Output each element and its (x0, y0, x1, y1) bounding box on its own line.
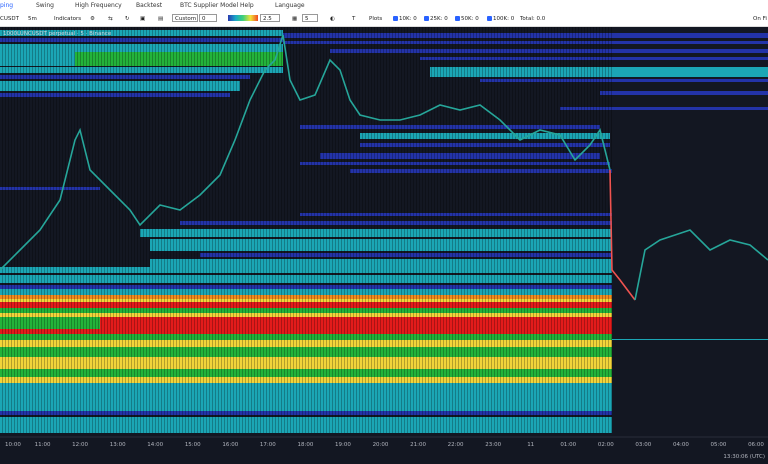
icon[interactable]: ▣ (140, 16, 146, 22)
time-label: 15:00 (185, 442, 201, 448)
time-label: 03:00 (635, 442, 651, 448)
time-label: 01:00 (560, 442, 576, 448)
menu-item[interactable]: Language (275, 2, 305, 9)
menu-item[interactable]: Help (240, 2, 254, 9)
scale-input[interactable]: 2.5 (260, 14, 280, 22)
time-label: 10:00 (5, 442, 21, 448)
menu-item[interactable]: BTC Supplier Model (180, 2, 239, 9)
clock: 13:30:06 (UTC) (723, 454, 765, 460)
filter[interactable]: 50K: 0 (461, 16, 479, 22)
time-label: 21:00 (410, 442, 426, 448)
time-label: 11 (527, 442, 534, 448)
filter[interactable]: 100K: 0 (493, 16, 515, 22)
time-label: 17:00 (260, 442, 276, 448)
time-label: 04:00 (673, 442, 689, 448)
menu-item[interactable]: High Frequency (75, 2, 122, 9)
time-label: 23:00 (485, 442, 501, 448)
checkbox[interactable] (424, 16, 429, 21)
time-label: 12:00 (72, 442, 88, 448)
time-label: 06:00 (748, 442, 764, 448)
right-label[interactable]: On Fi (753, 16, 767, 22)
icon[interactable]: ⚙ (90, 16, 95, 22)
icon: ▦ (292, 16, 298, 22)
time-axis: 10:00 11:00 12:00 13:00 14:00 15:00 16:00 17:00… (5, 442, 764, 448)
toolbar: CUSDT 5m Indicators ⚙ ⇆ ↻ ▣ ▤ Custom 0 2… (0, 12, 768, 27)
heat-band (600, 91, 768, 95)
plots[interactable]: Plots (369, 16, 383, 22)
icon[interactable]: T (352, 16, 356, 22)
time-label: 18:00 (297, 442, 313, 448)
min-input[interactable]: 0 (199, 14, 217, 22)
checkbox[interactable] (487, 16, 492, 21)
mode-select[interactable]: Custom (172, 14, 198, 22)
heat-band (560, 107, 768, 110)
interval[interactable]: 5m (28, 16, 37, 22)
time-label: 05:00 (711, 442, 727, 448)
price-line (0, 34, 611, 271)
symbol[interactable]: CUSDT (0, 16, 19, 22)
time-label: 14:00 (147, 442, 163, 448)
chart-legend: 1000LUNCUSDT perpetual · 5 · Binance (3, 31, 112, 37)
checkbox[interactable] (393, 16, 398, 21)
chart: 1000LUNCUSDT perpetual · 5 · Binance 10:… (0, 27, 768, 464)
time-label: 19:00 (335, 442, 351, 448)
menu-bar: ping Swing High Frequency Backtest BTC S… (0, 0, 768, 12)
heat-texture (0, 27, 612, 433)
filter[interactable]: 10K: 0 (399, 16, 417, 22)
heat-band (480, 79, 768, 82)
indicators[interactable]: Indicators (54, 16, 82, 22)
icon[interactable]: ↻ (125, 16, 130, 22)
price-drop (609, 169, 636, 301)
icon[interactable]: ⇆ (108, 16, 113, 22)
time-label: 16:00 (222, 442, 238, 448)
menu-item[interactable]: Swing (36, 2, 54, 9)
heatmap (0, 27, 768, 433)
checkbox[interactable] (455, 16, 460, 21)
filter[interactable]: 25K: 0 (430, 16, 448, 22)
time-label: 13:00 (110, 442, 126, 448)
price-line (634, 229, 768, 301)
heat-band (612, 339, 768, 340)
total: Total: 0.0 (520, 16, 546, 22)
color-scale (228, 15, 258, 21)
menu-item[interactable]: ping (0, 2, 14, 9)
time-label: 20:00 (373, 442, 389, 448)
step-input[interactable]: 5 (302, 14, 318, 22)
icon[interactable]: ◐ (330, 16, 335, 22)
time-label: 02:00 (598, 442, 614, 448)
time-label: 11:00 (35, 442, 51, 448)
icon[interactable]: ▤ (158, 16, 164, 22)
time-label: 22:00 (448, 442, 464, 448)
menu-item[interactable]: Backtest (136, 2, 163, 9)
